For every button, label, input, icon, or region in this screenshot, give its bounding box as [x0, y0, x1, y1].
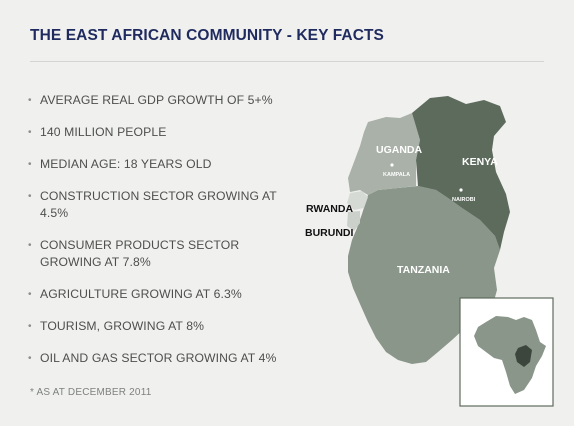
- fact-item: MEDIAN AGE: 18 YEARS OLD: [28, 156, 278, 173]
- footnote: * AS AT DECEMBER 2011: [30, 387, 152, 398]
- uganda-label: UGANDA: [376, 144, 422, 156]
- nairobi-marker: [459, 188, 463, 192]
- fact-item: 140 MILLION PEOPLE: [28, 124, 278, 141]
- uganda-shape: [348, 113, 420, 195]
- page-title: THE EAST AFRICAN COMMUNITY - KEY FACTS: [30, 27, 384, 44]
- kenya-label: KENYA: [462, 156, 498, 168]
- kenya-shape: [412, 96, 510, 250]
- kampala-marker: [390, 163, 394, 167]
- burundi-label: BURUNDI: [305, 227, 353, 239]
- key-facts-list: AVERAGE REAL GDP GROWTH OF 5+% 140 MILLI…: [28, 92, 278, 382]
- eac-highlight-shape: [515, 345, 532, 367]
- title-divider: [30, 61, 544, 62]
- fact-item: OIL AND GAS SECTOR GROWING AT 4%: [28, 350, 278, 367]
- fact-item: AGRICULTURE GROWING AT 6.3%: [28, 286, 278, 303]
- burundi-shape: [347, 211, 360, 231]
- africa-shape: [474, 316, 546, 394]
- fact-item: CONSUMER PRODUCTS SECTOR GROWING AT 7.8%: [28, 237, 278, 271]
- nairobi-label: NAIROBI: [452, 197, 476, 203]
- africa-locator-inset: [459, 297, 554, 407]
- kampala-label: KAMPALA: [383, 172, 410, 178]
- fact-item: AVERAGE REAL GDP GROWTH OF 5+%: [28, 92, 278, 109]
- rwanda-label: RWANDA: [306, 203, 353, 215]
- tanzania-label: TANZANIA: [397, 264, 450, 276]
- fact-item: TOURISM, GROWING AT 8%: [28, 318, 278, 335]
- fact-item: CONSTRUCTION SECTOR GROWING AT 4.5%: [28, 188, 278, 222]
- rwanda-shape: [347, 191, 368, 210]
